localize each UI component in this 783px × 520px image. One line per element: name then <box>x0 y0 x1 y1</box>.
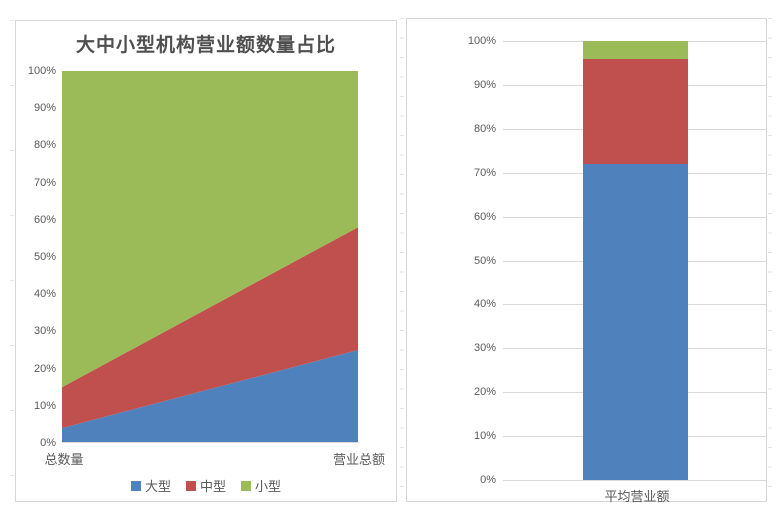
y-tick-label: 60% <box>473 210 496 223</box>
bar-segment-中型[interactable] <box>583 58 688 164</box>
stacked-area-plot-area[interactable] <box>62 71 358 443</box>
area-series-小型[interactable] <box>62 71 358 388</box>
y-tick-label: 20% <box>473 386 496 399</box>
y-tick-label: 30% <box>33 325 56 338</box>
y-tick-label: 50% <box>33 251 56 263</box>
area-series-大型[interactable] <box>62 350 358 443</box>
bar-segment-小型[interactable] <box>583 41 688 59</box>
legend-label: 大型 <box>144 479 171 494</box>
bar-chart-x-label: 平均营业额 <box>604 489 670 504</box>
y-tick-label: 30% <box>473 342 496 355</box>
stacked-bar-平均营业额[interactable] <box>583 41 688 480</box>
legend-item-中型[interactable]: 中型 <box>185 476 226 495</box>
y-tick-label: 0% <box>40 437 56 449</box>
legend-item-小型[interactable]: 小型 <box>241 476 281 495</box>
y-tick-label: 60% <box>33 213 56 226</box>
legend-item-大型[interactable]: 大型 <box>130 476 171 495</box>
y-tick-label: 90% <box>33 102 56 115</box>
stacked-area-chart-panel[interactable]: 大中小型机构营业额数量占比 100% 90% 80% 70% 60% 50% 40% 30% 2… <box>15 20 397 502</box>
worksheet-gridline-stub-right <box>768 18 772 502</box>
area-series-中型[interactable] <box>62 227 358 429</box>
chart-legend[interactable]: 大型 中型 小型 <box>16 476 396 495</box>
worksheet-gridline-stub-left <box>10 20 14 502</box>
y-tick-label: 0% <box>480 474 496 486</box>
y-tick-label: 40% <box>473 298 496 311</box>
y-tick-label: 20% <box>33 362 56 375</box>
x-category-label: 总数量 <box>44 452 84 467</box>
legend-label: 中型 <box>199 479 226 494</box>
bar-segment-大型[interactable] <box>583 163 688 480</box>
y-tick-label: 40% <box>33 288 56 301</box>
y-tick-label: 10% <box>33 399 56 412</box>
legend-swatch-icon <box>241 480 251 491</box>
stacked-bar-plot-area[interactable] <box>503 41 767 481</box>
x-axis-line <box>62 442 359 443</box>
legend-swatch-icon <box>185 480 196 491</box>
y-tick-label: 90% <box>473 78 496 91</box>
legend-label: 小型 <box>255 479 282 494</box>
y-tick-label: 100% <box>27 65 56 77</box>
y-tick-label: 70% <box>33 176 56 189</box>
y-tick-label: 80% <box>33 139 56 152</box>
y-tick-label: 50% <box>473 254 496 267</box>
y-tick-label: 80% <box>473 122 496 135</box>
worksheet-gridline-stub-middle <box>400 18 404 502</box>
y-tick-label: 100% <box>467 35 496 47</box>
stacked-bar-chart-panel[interactable]: 100% 90% 80% 70% 60% 50% 40% 30% 20% 10% 0% 平均营业额 <box>406 18 767 504</box>
x-category-label: 营业总额 <box>332 452 386 467</box>
stacked-area-svg <box>62 71 358 443</box>
y-tick-label: 10% <box>473 430 496 443</box>
y-tick-label: 70% <box>473 166 496 179</box>
chart-title: 大中小型机构营业额数量占比 <box>75 35 336 56</box>
gridline <box>503 480 767 481</box>
legend-swatch-icon <box>130 480 141 491</box>
